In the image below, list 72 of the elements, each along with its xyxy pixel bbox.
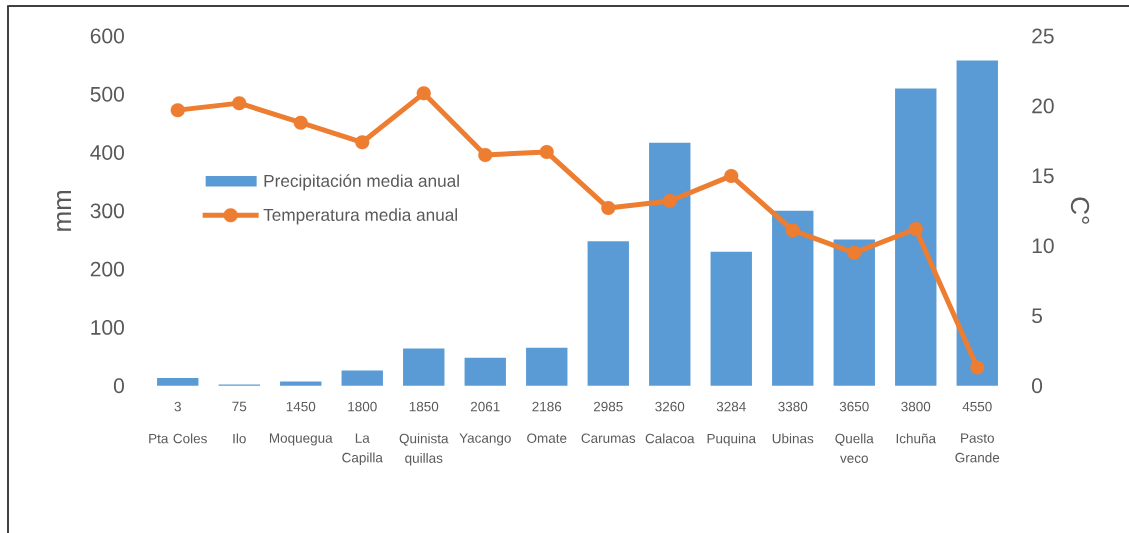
y-axis-title: mm: [57, 190, 71, 231]
x-tick-label: Moquegua: [269, 433, 333, 446]
x-tick-label: Ichuña: [896, 433, 937, 444]
point: [170, 103, 185, 118]
point: [355, 135, 370, 150]
text: 1450: [286, 401, 316, 412]
text: 3800: [901, 401, 931, 412]
text: 4550: [962, 401, 992, 412]
bar: [464, 357, 506, 386]
point: [847, 245, 862, 260]
y2-tick-label: 25: [1032, 28, 1054, 44]
x-tick-label: Puquina: [707, 433, 757, 446]
bar: [526, 347, 568, 386]
point: [908, 221, 923, 237]
x-tick-label: Omate: [527, 433, 567, 443]
text: 2061: [470, 401, 500, 412]
point: [416, 86, 431, 101]
y2-tick-label: 5: [1032, 308, 1042, 324]
bar: [403, 348, 445, 386]
y-tick-label: 0: [113, 378, 124, 394]
text: 3: [174, 401, 181, 412]
legend-label: Temperatura media anual: [263, 208, 457, 225]
bar: [280, 381, 322, 386]
text: 1800: [348, 401, 377, 412]
y-tick-label: 400: [90, 145, 124, 160]
text: 3650: [839, 401, 869, 412]
x-tick-label: Pta Coles: [149, 433, 207, 444]
text: 1850: [409, 401, 439, 412]
x-tick-label: Yacango: [459, 433, 511, 446]
point: [724, 168, 739, 183]
x-tick-label: Quella veco: [835, 433, 874, 463]
bar: [772, 210, 814, 386]
point: [970, 360, 985, 375]
x-tick-label: Pasto Grande: [955, 433, 1000, 463]
text: 3380: [778, 401, 808, 412]
y2-tick-label: 10: [1032, 238, 1054, 254]
bar: [833, 239, 875, 386]
point: [785, 223, 800, 238]
y-tick-label: 200: [90, 261, 124, 277]
point: [662, 194, 677, 209]
x-tick-label: Quinista quillas: [399, 433, 449, 466]
bar: [710, 251, 752, 386]
point: [539, 145, 554, 160]
bar: [157, 378, 199, 386]
x-tick-label: Ubinas: [772, 433, 814, 444]
y2-tick-label: 20: [1032, 98, 1054, 114]
y2-axis-title: C°: [1070, 197, 1090, 224]
text: 75: [232, 401, 247, 412]
legend-label: Precipitación media anual: [264, 174, 459, 191]
text: 2186: [532, 401, 562, 412]
bar: [956, 60, 998, 386]
y2-tick-label: 15: [1032, 168, 1054, 184]
text: 2985: [593, 401, 623, 412]
y2-tick-label: 0: [1032, 378, 1043, 394]
point: [478, 147, 493, 162]
x-tick-label: Carumas: [581, 433, 636, 443]
point: [232, 96, 247, 111]
y-tick-label: 100: [91, 319, 124, 335]
y-tick-label: 300: [90, 203, 124, 219]
point: [293, 115, 308, 130]
text: 3284: [716, 401, 746, 412]
text: 3260: [655, 401, 685, 412]
x-tick-label: Ilo: [233, 433, 246, 444]
bar: [587, 241, 629, 386]
y-tick-label: 500: [90, 86, 124, 102]
x-tick-label: La Capilla: [342, 433, 383, 466]
bar: [649, 142, 691, 386]
point: [601, 200, 616, 216]
bar: [895, 88, 937, 386]
y-tick-label: 600: [90, 28, 124, 44]
x-tick-label: Calacoa: [645, 433, 695, 444]
bar: [341, 370, 383, 386]
